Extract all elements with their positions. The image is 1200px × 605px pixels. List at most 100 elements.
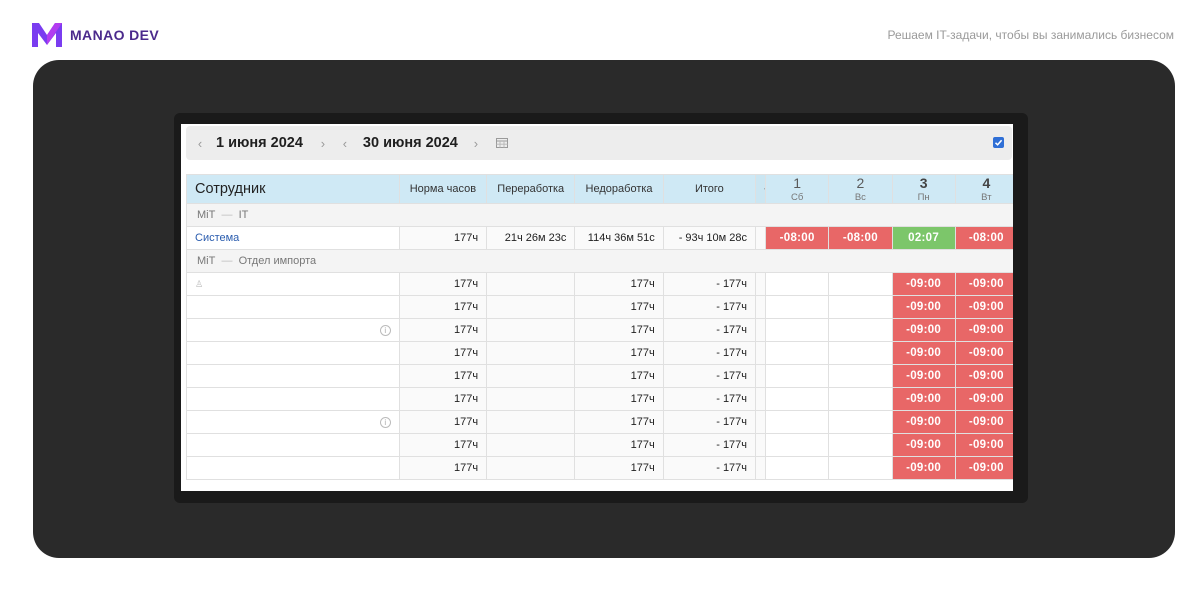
day-cell[interactable] (828, 456, 893, 480)
day-cell[interactable]: -09:00 (891, 387, 956, 411)
day-cell[interactable] (765, 433, 830, 457)
employee-name: ♙ (186, 272, 400, 296)
day-cell[interactable]: -09:00 (891, 433, 956, 457)
date-from[interactable]: 1 июня 2024 (216, 135, 303, 151)
day-header-4[interactable]: 4 Вт (954, 174, 1013, 204)
employee-name[interactable]: Система (186, 226, 400, 250)
employee-name: i (186, 410, 400, 434)
table-row[interactable]: 177ч 177ч - 177ч -09:00 -09:00 (186, 387, 1013, 411)
day-cell[interactable] (765, 318, 830, 342)
day-cell[interactable]: -09:00 (891, 410, 956, 434)
prev-from-arrow-icon[interactable]: ‹ (197, 135, 203, 151)
group-header[interactable]: MiT — IT (186, 203, 1013, 227)
day-cell[interactable]: -08:00 (765, 226, 830, 250)
day-cell[interactable] (828, 272, 893, 296)
total-value: - 177ч (662, 364, 757, 388)
next-to-arrow-icon[interactable]: › (473, 135, 479, 151)
day-cell[interactable] (765, 341, 830, 365)
table-row[interactable]: i 177ч 177ч - 177ч -09:00 -09:00 (186, 318, 1013, 342)
day-cell[interactable]: -09:00 (891, 364, 956, 388)
day-header-1[interactable]: 1 Сб (765, 174, 830, 204)
day-weekday: Вс (854, 192, 866, 203)
table-row[interactable]: ♙ 177ч 177ч - 177ч -09:00 -09:00 (186, 272, 1013, 296)
header-row: Сотрудник Норма часов Переработка Недора… (186, 174, 1013, 204)
group-separator: — (221, 255, 233, 267)
col-total[interactable]: Итого (662, 174, 757, 204)
table-row[interactable]: 177ч 177ч - 177ч -09:00 -09:00 (186, 433, 1013, 457)
day-cell[interactable]: -09:00 (954, 387, 1013, 411)
day-cell[interactable]: -09:00 (954, 433, 1013, 457)
brand: MANAO DEV (32, 22, 159, 48)
group-dept: IT (238, 209, 249, 221)
undertime-value: 177ч (574, 364, 664, 388)
table-row[interactable]: Система 177ч 21ч 26м 23с 114ч 36м 51с - 93ч … (186, 226, 1013, 250)
day-header-2[interactable]: 2 Вс (828, 174, 893, 204)
day-cell[interactable]: -08:00 (954, 226, 1013, 250)
scroll-left-icon[interactable]: ‹ (755, 174, 767, 204)
day-cell[interactable] (828, 387, 893, 411)
day-cell[interactable]: -09:00 (954, 410, 1013, 434)
day-cell[interactable] (828, 364, 893, 388)
day-cell[interactable] (765, 387, 830, 411)
total-value: - 177ч (662, 456, 757, 480)
table-row[interactable]: i 177ч 177ч - 177ч -09:00 -09:00 (186, 410, 1013, 434)
day-cell[interactable] (828, 410, 893, 434)
group-header[interactable]: MiT — Отдел импорта (186, 249, 1013, 273)
info-icon[interactable]: i (379, 325, 391, 336)
undertime-value: 177ч (574, 410, 664, 434)
undertime-value: 177ч (574, 318, 664, 342)
undertime-value: 177ч (574, 272, 664, 296)
day-cell[interactable] (765, 456, 830, 480)
app-screen: ‹ 1 июня 2024 › ‹ 30 июня 2024 › (181, 124, 1013, 491)
table-row[interactable]: 177ч 177ч - 177ч -09:00 -09:00 (186, 456, 1013, 480)
day-cell[interactable]: -09:00 (954, 364, 1013, 388)
day-header-3[interactable]: 3 Пн (891, 174, 956, 204)
day-cell[interactable]: -09:00 (891, 295, 956, 319)
col-overtime[interactable]: Переработка (486, 174, 576, 204)
norm-hours: 177ч (398, 295, 488, 319)
info-icon[interactable]: i (379, 417, 391, 428)
overtime-value (486, 295, 576, 319)
day-cell[interactable]: -09:00 (891, 456, 956, 480)
day-cell[interactable] (765, 272, 830, 296)
next-from-arrow-icon[interactable]: › (320, 135, 326, 151)
day-cell[interactable]: -09:00 (954, 295, 1013, 319)
scroll-gap (755, 387, 767, 411)
table-row[interactable]: 177ч 177ч - 177ч -09:00 -09:00 (186, 364, 1013, 388)
day-cell[interactable] (828, 433, 893, 457)
day-cell[interactable] (828, 341, 893, 365)
employee-name (186, 364, 400, 388)
table-row[interactable]: 177ч 177ч - 177ч -09:00 -09:00 (186, 341, 1013, 365)
col-undertime[interactable]: Недоработка (574, 174, 664, 204)
scroll-gap (755, 226, 767, 250)
scroll-gap (755, 410, 767, 434)
overtime-value (486, 272, 576, 296)
col-norm[interactable]: Норма часов (398, 174, 488, 204)
day-cell[interactable]: -09:00 (891, 272, 956, 296)
day-cell[interactable]: -09:00 (891, 318, 956, 342)
scroll-gap (755, 318, 767, 342)
show-checkbox[interactable] (993, 137, 1004, 148)
table-row[interactable]: 177ч 177ч - 177ч -09:00 -09:00 (186, 295, 1013, 319)
day-cell[interactable]: -09:00 (954, 341, 1013, 365)
col-employee[interactable]: Сотрудник (186, 174, 400, 204)
employee-name (186, 341, 400, 365)
calendar-icon[interactable] (495, 138, 508, 148)
monitor-frame: ‹ 1 июня 2024 › ‹ 30 июня 2024 › (174, 113, 1028, 503)
day-cell[interactable] (765, 410, 830, 434)
day-cell[interactable]: -09:00 (891, 341, 956, 365)
day-weekday: Сб (791, 192, 804, 203)
group-dept: Отдел импорта (238, 255, 317, 267)
day-cell[interactable]: -09:00 (954, 272, 1013, 296)
undertime-value: 177ч (574, 387, 664, 411)
day-cell[interactable]: -09:00 (954, 456, 1013, 480)
day-cell[interactable] (765, 295, 830, 319)
prev-to-arrow-icon[interactable]: ‹ (342, 135, 348, 151)
day-cell[interactable]: -09:00 (954, 318, 1013, 342)
day-cell[interactable]: 02:07 (891, 226, 956, 250)
day-cell[interactable] (828, 318, 893, 342)
day-cell[interactable] (828, 295, 893, 319)
day-cell[interactable] (765, 364, 830, 388)
day-cell[interactable]: -08:00 (828, 226, 893, 250)
date-to[interactable]: 30 июня 2024 (362, 135, 458, 151)
